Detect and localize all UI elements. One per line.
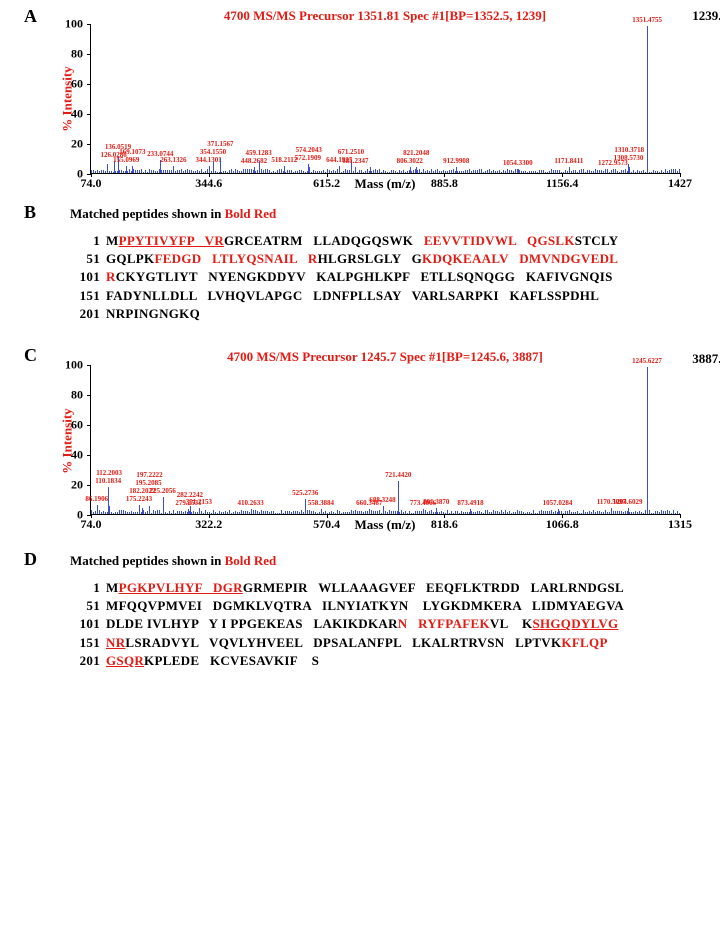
chart-a-title: 4700 MS/MS Precursor 1351.81 Spec #1[BP=… — [90, 8, 680, 24]
chart-c-xlabel: Mass (m/z) — [90, 517, 680, 533]
seq-b: Matched peptides shown in Bold Red 1MPPY… — [70, 206, 720, 323]
seq-d-header-plain: Matched peptides shown in — [70, 553, 225, 568]
seq-b-header-red: Bold Red — [225, 206, 277, 221]
panel-b: B Matched peptides shown in Bold Red 1MP… — [0, 206, 720, 323]
chart-c-right-anno: 3887.3 — [692, 351, 720, 367]
seq-b-rows: 1MPPYTIVYFP VRGRCEATRM LLADQGQSWK EEVVTI… — [70, 232, 720, 323]
chart-a: 4700 MS/MS Precursor 1351.81 Spec #1[BP=… — [90, 6, 680, 192]
chart-a-right-anno: 1239.2 — [692, 8, 720, 24]
seq-d: Matched peptides shown in Bold Red 1MPGK… — [70, 553, 720, 670]
chart-c-plot: 02040608010074.0322.2570.4818.61066.8131… — [90, 365, 680, 515]
chart-a-plot: 02040608010074.0344.6615.2885.81156.4142… — [90, 24, 680, 174]
chart-c: 4700 MS/MS Precursor 1245.7 Spec #1[BP=1… — [90, 349, 680, 533]
seq-d-header: Matched peptides shown in Bold Red — [70, 553, 720, 569]
panel-c: C 4700 MS/MS Precursor 1245.7 Spec #1[BP… — [0, 349, 720, 533]
chart-a-xlabel: Mass (m/z) — [90, 176, 680, 192]
chart-c-title: 4700 MS/MS Precursor 1245.7 Spec #1[BP=1… — [90, 349, 680, 365]
panel-b-label: B — [24, 202, 36, 223]
panel-c-label: C — [24, 345, 37, 366]
panel-d: D Matched peptides shown in Bold Red 1MP… — [0, 553, 720, 670]
panel-a: A 4700 MS/MS Precursor 1351.81 Spec #1[B… — [0, 6, 720, 192]
seq-b-header: Matched peptides shown in Bold Red — [70, 206, 720, 222]
panel-a-label: A — [24, 6, 37, 27]
seq-d-rows: 1MPGKPVLHYF DGRGRMEPIR WLLAAAGVEF EEQFLK… — [70, 579, 720, 670]
panel-d-label: D — [24, 549, 37, 570]
seq-d-header-red: Bold Red — [225, 553, 277, 568]
seq-b-header-plain: Matched peptides shown in — [70, 206, 225, 221]
